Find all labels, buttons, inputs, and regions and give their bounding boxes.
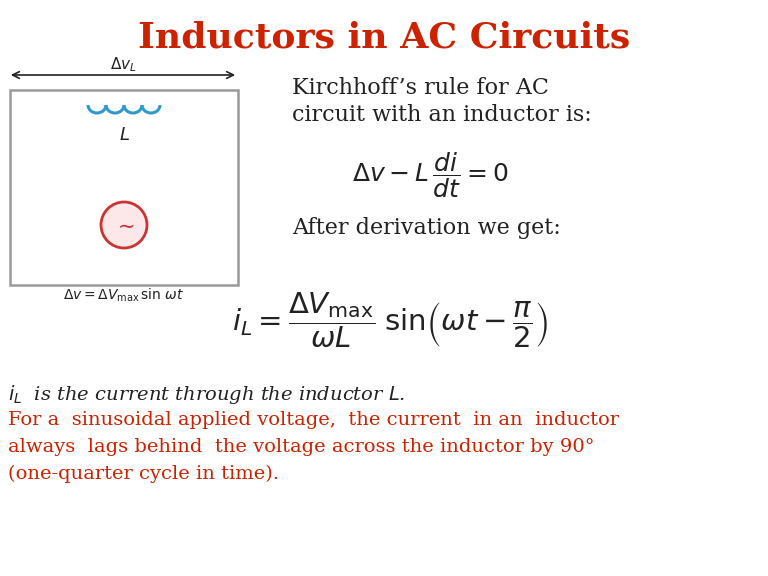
Text: (one-quarter cycle in time).: (one-quarter cycle in time).: [8, 465, 279, 483]
Text: $\sim$: $\sim$: [114, 216, 134, 236]
Text: circuit with an inductor is:: circuit with an inductor is:: [292, 104, 592, 126]
Text: $\Delta v = \Delta V_{\mathrm{max}}\,\sin\,\omega t$: $\Delta v = \Delta V_{\mathrm{max}}\,\si…: [63, 286, 185, 304]
Text: always  lags behind  the voltage across the inductor by 90°: always lags behind the voltage across th…: [8, 438, 594, 456]
Text: $\Delta v_L$: $\Delta v_L$: [110, 56, 137, 74]
Text: $i_L$  is the current through the inductor $L$.: $i_L$ is the current through the inducto…: [8, 384, 406, 407]
Text: $i_L = \dfrac{\Delta V_{\mathrm{max}}}{\omega L} \; \sin\!\left(\omega t - \dfra: $i_L = \dfrac{\Delta V_{\mathrm{max}}}{\…: [232, 290, 548, 350]
Text: Inductors in AC Circuits: Inductors in AC Circuits: [138, 21, 630, 55]
Text: After derivation we get:: After derivation we get:: [292, 217, 561, 239]
Bar: [10, 90, 238, 285]
Circle shape: [101, 202, 147, 248]
Text: For a  sinusoidal applied voltage,  the current  in an  inductor: For a sinusoidal applied voltage, the cu…: [8, 411, 619, 429]
Text: $L$: $L$: [118, 126, 130, 144]
Text: Kirchhoff’s rule for AC: Kirchhoff’s rule for AC: [292, 77, 549, 99]
Text: $\Delta v - L \, \dfrac{di}{dt} = 0$: $\Delta v - L \, \dfrac{di}{dt} = 0$: [352, 150, 508, 200]
